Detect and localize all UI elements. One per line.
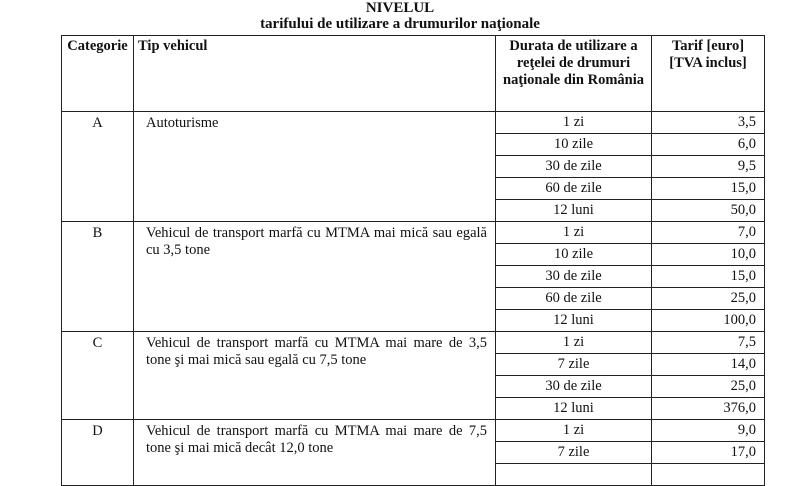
- document-title: NIVELUL: [365, 0, 435, 16]
- tariff-cell: 10,0: [651, 243, 765, 266]
- vehicle-type-cell: Autoturisme: [133, 111, 496, 222]
- header-categorie: Categorie: [61, 35, 134, 112]
- duration-cell: 60 de zile: [495, 177, 652, 200]
- table-row: C Vehicul de transport marfă cu MTMA mai …: [61, 331, 765, 420]
- header-tarif: Tarif [euro] [TVA inclus]: [651, 35, 765, 112]
- duration-cell: 30 de zile: [495, 265, 652, 288]
- header-durata: Durata de utilizare a reţelei de drumuri…: [495, 35, 652, 112]
- tariff-cell: 6,0: [651, 133, 765, 156]
- table-row: 10 zile 10,0: [62, 243, 765, 266]
- duration-cell: 10 zile: [495, 243, 652, 266]
- vehicle-type-cell: Vehicul de transport marfă cu MTMA mai m…: [133, 221, 496, 332]
- tariff-cell: 376,0: [651, 397, 765, 420]
- duration-cell: 60 de zile: [495, 287, 652, 310]
- duration-cell: 1 zi: [495, 221, 652, 244]
- category-cell: A: [61, 111, 134, 222]
- category-cell: C: [61, 331, 134, 420]
- tariff-cell: 3,5: [651, 111, 765, 134]
- duration-cell: 1 zi: [495, 331, 652, 354]
- duration-cell: 7 zile: [495, 353, 652, 376]
- tariff-cell: 7,5: [651, 331, 765, 354]
- duration-cell: 12 luni: [495, 309, 652, 332]
- duration-cell: 1 zi: [495, 111, 652, 134]
- duration-cell: 7 zile: [495, 441, 652, 464]
- tariff-cell: 17,0: [651, 441, 765, 464]
- document-subtitle: tarifului de utilizare a drumurilor naţi…: [260, 16, 540, 32]
- header-tip-vehicul: Tip vehicul: [133, 35, 496, 112]
- vehicle-type-cell: Vehicul de transport marfă cu MTMA mai m…: [133, 331, 496, 420]
- table-row: 7 zile 14,0: [62, 353, 765, 376]
- duration-cell: 30 de zile: [495, 375, 652, 398]
- tariff-cell: 25,0: [651, 375, 765, 398]
- tariff-cell: 14,0: [651, 353, 765, 376]
- tariff-cell: 15,0: [651, 265, 765, 288]
- table-row: 60 de zile 25,0: [62, 287, 765, 310]
- duration-cell: 12 luni: [495, 397, 652, 420]
- table-row: 12 luni 100,0: [62, 309, 765, 332]
- tariff-table: Categorie Tip vehicul Durata de utilizar…: [61, 35, 765, 486]
- duration-cell: 12 luni: [495, 199, 652, 222]
- table-row: A Autoturisme 1 zi 3,5: [61, 111, 765, 222]
- table-row: B Vehicul de transport marfă cu MTMA mai …: [61, 221, 765, 332]
- table-row: D Vehicul de transport marfă cu MTMA mai …: [61, 419, 765, 486]
- tariff-cell: 25,0: [651, 287, 765, 310]
- duration-cell: 1 zi: [495, 419, 652, 442]
- tariff-cell: 7,0: [651, 221, 765, 244]
- category-cell: B: [61, 221, 134, 332]
- vehicle-type-cell: Vehicul de transport marfă cu MTMA mai m…: [133, 419, 496, 486]
- table-row: 60 de zile 15,0: [62, 177, 765, 200]
- tariff-cell: 50,0: [651, 199, 765, 222]
- duration-cell: 10 zile: [495, 133, 652, 156]
- table-row: 12 luni 376,0: [62, 397, 765, 420]
- table-row: 30 de zile 25,0: [62, 375, 765, 398]
- category-cell: D: [61, 419, 134, 486]
- duration-cell: 30 de zile: [495, 155, 652, 178]
- tariff-cell: 100,0: [651, 309, 765, 332]
- tariff-cell: 15,0: [651, 177, 765, 200]
- tariff-cell: 9,5: [651, 155, 765, 178]
- tariff-cell: 9,0: [651, 419, 765, 442]
